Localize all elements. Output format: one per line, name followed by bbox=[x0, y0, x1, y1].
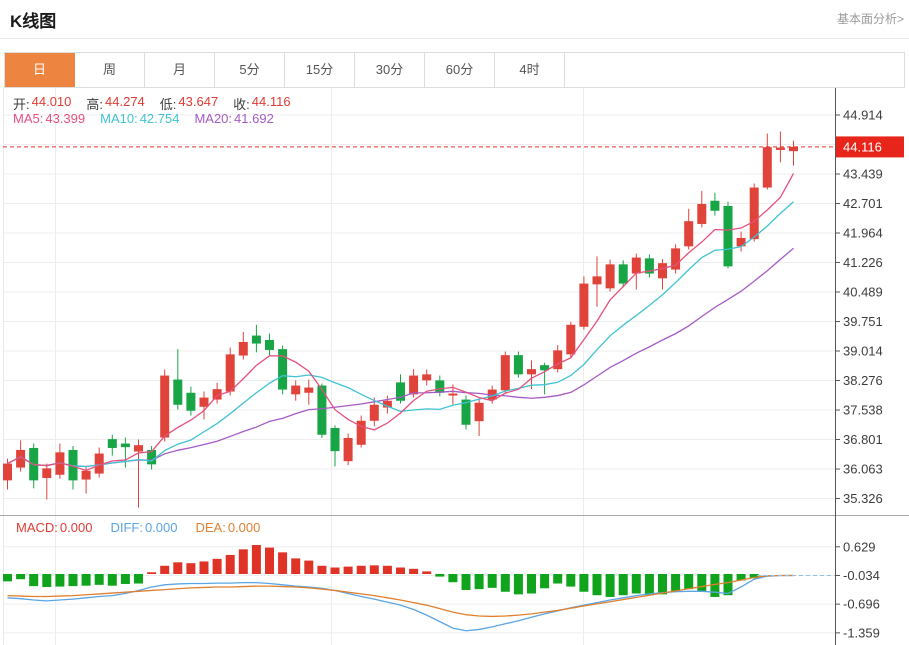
interval-tab-5分[interactable]: 5分 bbox=[215, 53, 285, 87]
axis-label: -0.034 bbox=[843, 568, 880, 583]
macd-value: MACD: 0.000 bbox=[16, 520, 93, 535]
macd-legend: MACD: 0.000 DIFF: 0.000 DEA: 0.000 bbox=[16, 520, 260, 535]
high-value: 高: 44.274 bbox=[86, 94, 145, 112]
ma-legend: MA5: 43.399 MA10: 42.754 MA20: 41.692 bbox=[13, 111, 274, 126]
interval-tab-30分[interactable]: 30分 bbox=[355, 53, 425, 87]
ma5-line bbox=[7, 173, 795, 472]
axis-label: 0.629 bbox=[843, 539, 876, 554]
fundamental-analysis-link[interactable]: 基本面分析> bbox=[836, 12, 904, 26]
interval-tab-日[interactable]: 日 bbox=[5, 53, 75, 87]
axis-label: 41.226 bbox=[843, 255, 883, 270]
axis-label: 40.489 bbox=[843, 285, 883, 300]
axis-label: 35.326 bbox=[843, 491, 883, 506]
ma20-line bbox=[7, 247, 794, 468]
ma20-value: MA20: 41.692 bbox=[194, 111, 274, 126]
axis-label: -0.696 bbox=[843, 597, 880, 612]
ma10-line bbox=[7, 201, 794, 468]
interval-tab-15分[interactable]: 15分 bbox=[285, 53, 355, 87]
interval-tab-60分[interactable]: 60分 bbox=[425, 53, 495, 87]
close-value: 收: 44.116 bbox=[233, 94, 291, 112]
axis-label: 39.014 bbox=[843, 344, 883, 359]
current-price-badge-text: 44.116 bbox=[843, 139, 882, 154]
ma-lines bbox=[7, 173, 795, 472]
axis-label: 43.439 bbox=[843, 167, 883, 182]
low-value: 低: 43.647 bbox=[159, 94, 219, 112]
interval-tabs: 日周月 5分 15分 30分 60分 4时 bbox=[4, 52, 905, 88]
current-price-badge: 44.116 bbox=[836, 136, 904, 158]
price-axis: 44.914 43.439 42.701 41.964 41.226 40.489 39.7… bbox=[0, 88, 909, 645]
macd-histogram bbox=[3, 544, 759, 597]
ma10-value: MA10: 42.754 bbox=[100, 111, 180, 126]
chart-grid bbox=[3, 88, 836, 645]
page-title: K线图 bbox=[10, 12, 57, 31]
macd-lines bbox=[7, 574, 836, 632]
axis-label: 39.751 bbox=[843, 314, 883, 329]
diff-value: DIFF: 0.000 bbox=[110, 520, 178, 535]
dea-line bbox=[7, 574, 794, 618]
tab-bar-filler bbox=[565, 53, 904, 87]
axis-label: 38.276 bbox=[843, 373, 883, 388]
open-value: 开: 44.010 bbox=[13, 94, 72, 112]
ma5-value: MA5: 43.399 bbox=[13, 111, 86, 126]
axis-label: 44.914 bbox=[843, 108, 883, 123]
interval-tab-周[interactable]: 周 bbox=[75, 53, 145, 87]
axis-label: 37.538 bbox=[843, 403, 883, 418]
axis-label: 36.063 bbox=[843, 462, 883, 477]
axis-label: 41.964 bbox=[843, 226, 883, 241]
ohlc-legend: 开: 44.010 高: 44.274 低: 43.647 收: 44.116 bbox=[13, 94, 291, 113]
candles bbox=[3, 131, 798, 508]
axis-label: 36.801 bbox=[843, 432, 883, 447]
interval-tab-4时[interactable]: 4时 bbox=[495, 53, 565, 87]
axis-label: -1.359 bbox=[843, 625, 880, 640]
interval-tab-月[interactable]: 月 bbox=[145, 53, 215, 87]
dea-value: DEA: 0.000 bbox=[195, 520, 261, 535]
axis-label: 42.701 bbox=[843, 196, 883, 211]
header-divider bbox=[0, 38, 909, 39]
